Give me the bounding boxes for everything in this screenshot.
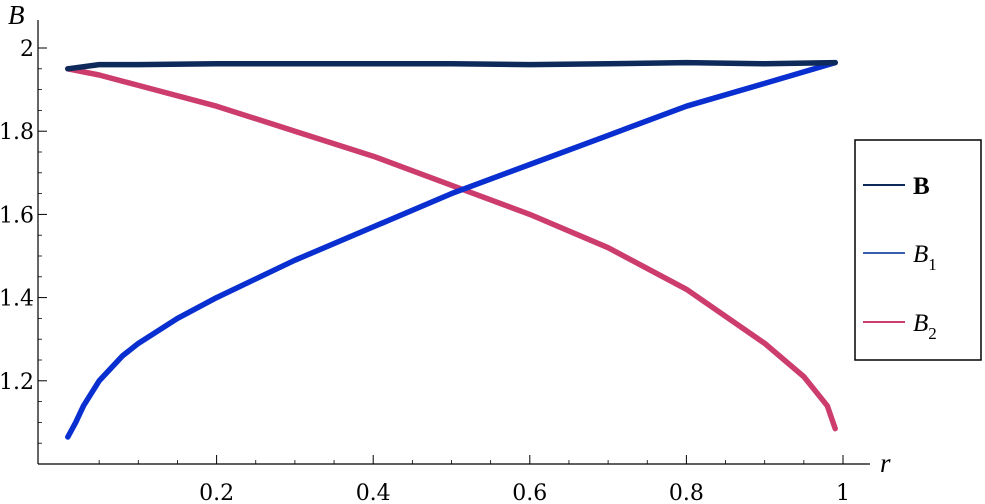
x-tick-label: 0.8	[669, 481, 704, 504]
y-tick-label: 1.2	[0, 370, 34, 395]
ticks: 1.2 1.4 1.6 1.8 2 0.2 0.4 0.6 0.8 1	[0, 37, 850, 504]
x-tick-label: 0.6	[512, 481, 547, 504]
x-tick-label: 1	[836, 481, 850, 504]
x-axis-title: r	[880, 448, 891, 478]
series-lines	[65, 59, 838, 440]
legend: B B1 B2	[854, 139, 982, 361]
y-tick-label: 1.6	[0, 203, 34, 228]
x-tick-label: 0.2	[199, 481, 234, 504]
legend-box	[854, 139, 982, 361]
y-tick-label: 2	[20, 37, 34, 62]
legend-label-b2: B2	[913, 310, 937, 343]
series-line-b	[65, 59, 838, 72]
legend-label-b: B	[913, 173, 930, 200]
y-axis-title: B	[8, 0, 25, 30]
x-tick-label: 0.4	[356, 481, 391, 504]
series-line-b1	[65, 59, 838, 440]
axes	[37, 20, 870, 465]
y-tick-label: 1.8	[0, 120, 34, 145]
y-tick-label: 1.4	[0, 287, 34, 312]
legend-label-b1: B1	[913, 241, 937, 274]
series-line-b2	[65, 66, 838, 432]
